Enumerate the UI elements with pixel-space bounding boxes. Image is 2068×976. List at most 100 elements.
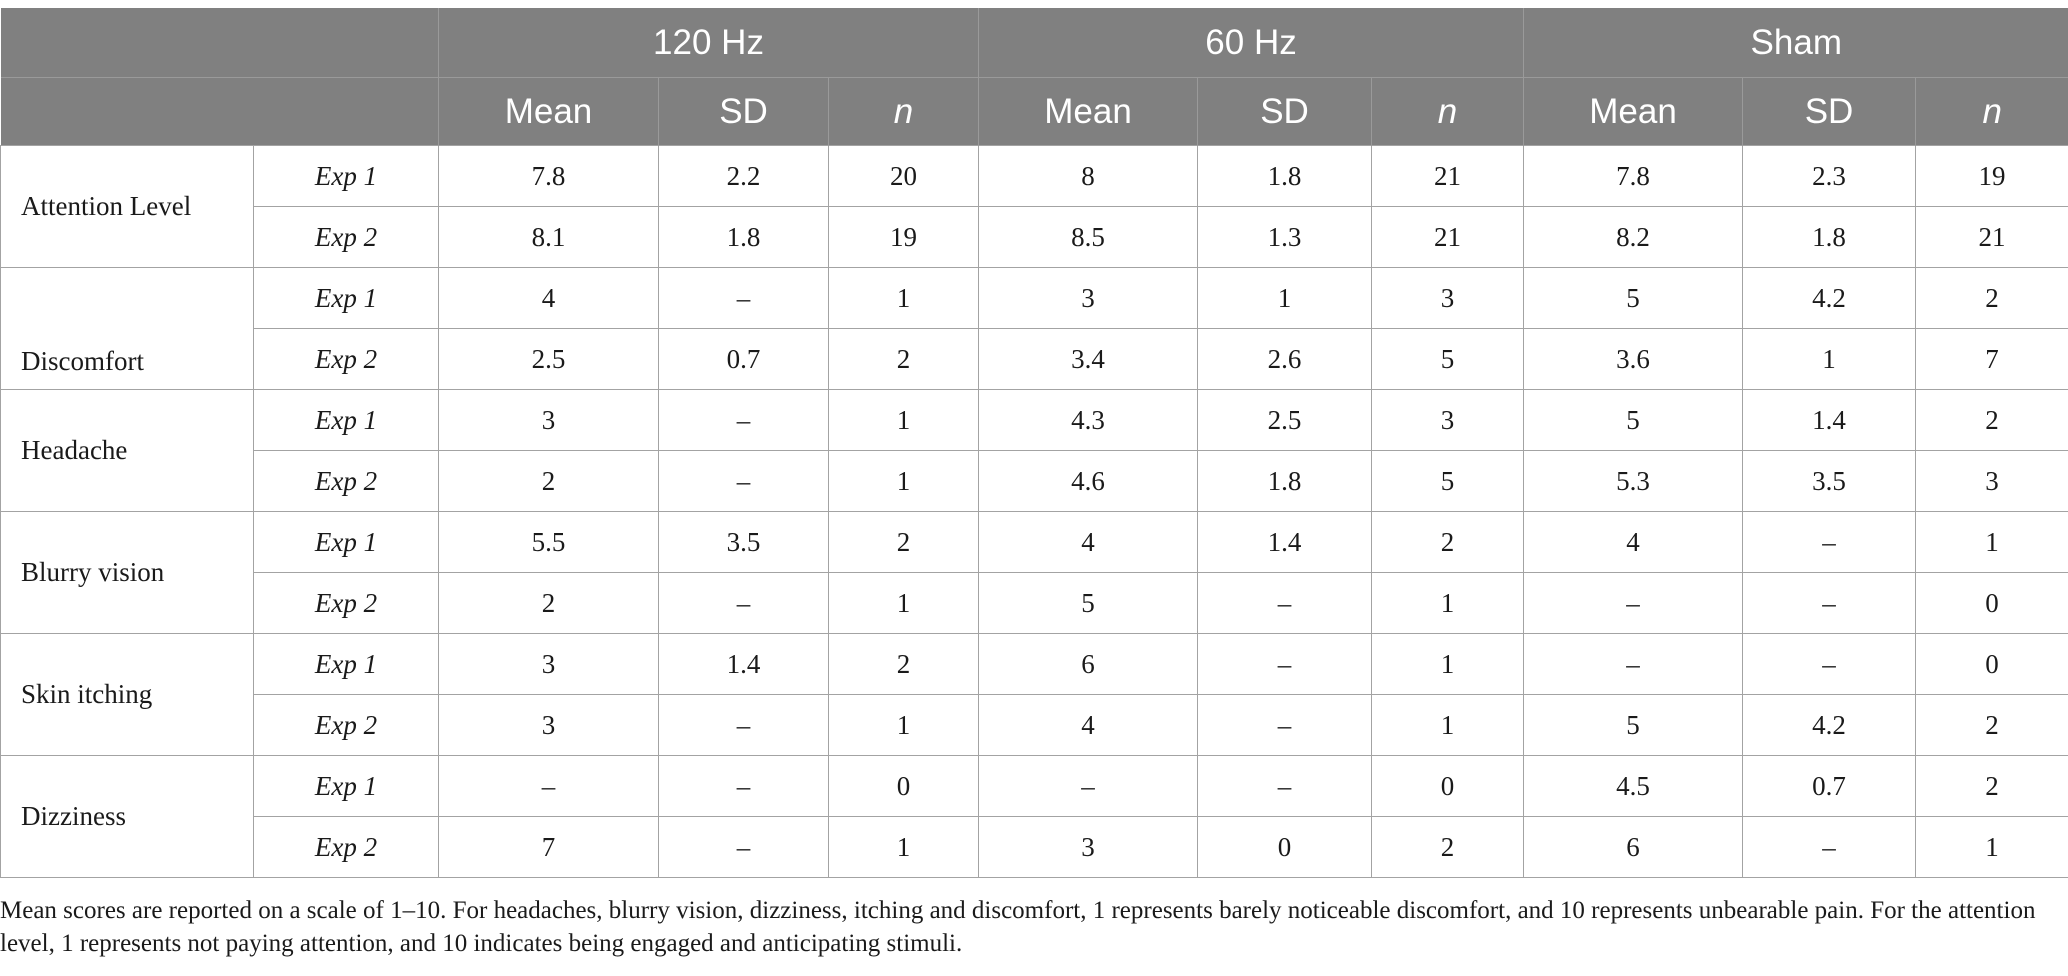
cell-sham-mean: – xyxy=(1523,633,1744,695)
cell-60hz-sd: – xyxy=(1197,755,1373,817)
col-header-mean: Mean xyxy=(438,77,659,146)
cell-sham-n: 1 xyxy=(1915,816,2068,878)
experiment-label: Exp 2 xyxy=(253,450,439,512)
table-row: Exp 2 3–1 4–1 5 4.2 2 xyxy=(1,694,2068,756)
cell-60hz-sd: 2.6 xyxy=(1197,328,1373,390)
cell-sham-mean: 4 xyxy=(1523,511,1744,573)
experiment-label: Exp 1 xyxy=(253,511,439,573)
cell-sham-mean: 5 xyxy=(1523,694,1744,756)
cell-120hz-sd: – xyxy=(658,267,829,329)
cell-sham-sd: 4.2 xyxy=(1742,267,1917,329)
cell-120hz-n: 1 xyxy=(827,816,980,878)
cell-120hz-sd: – xyxy=(658,450,829,512)
row-label: Skin itching xyxy=(0,633,254,756)
cell-60hz-n: 2 xyxy=(1371,816,1525,878)
cell-120hz-sd: 1.4 xyxy=(658,633,829,695)
cell-60hz-sd: – xyxy=(1197,694,1373,756)
cell-60hz-sd: 1.4 xyxy=(1197,511,1373,573)
cell-sham-mean: 5.3 xyxy=(1523,450,1744,512)
cell-60hz-n: 21 xyxy=(1371,206,1525,268)
table-row: Exp 2 2–1 4.6 1.8 5 5.3 3.5 3 xyxy=(1,450,2068,512)
table-row: Skin itching Exp 1 3 1.4 2 6–1– –0 xyxy=(0,633,2068,756)
table-row: Attention Level Exp 1 7.8 2.2 20 8 1.8 21 7.8 2.3… xyxy=(0,145,2068,268)
cell-120hz-n: 0 xyxy=(827,755,980,817)
cell-60hz-mean: – xyxy=(978,755,1199,817)
col-header-n: n xyxy=(1371,77,1524,146)
cell-120hz-n: 1 xyxy=(827,694,980,756)
cell-120hz-n: 2 xyxy=(827,633,980,695)
cell-sham-sd: 1.4 xyxy=(1742,389,1917,451)
cell-sham-n: 2 xyxy=(1915,267,2068,329)
cell-60hz-mean: 4 xyxy=(978,511,1199,573)
table-row: Blurry vision Exp 1 5.5 3.5 2 4 1.4 2 4–1 xyxy=(0,511,2068,634)
cell-sham-n: 2 xyxy=(1915,389,2068,451)
cell-60hz-sd: – xyxy=(1197,633,1373,695)
cell-60hz-mean: 8 xyxy=(978,145,1199,207)
cell-60hz-n: 3 xyxy=(1371,389,1525,451)
experiment-label: Exp 2 xyxy=(253,572,439,634)
col-header-sd: SD xyxy=(658,77,829,146)
cell-120hz-mean: – xyxy=(438,755,659,817)
cell-120hz-mean: 4 xyxy=(438,267,659,329)
table-row: Discomfort Exp 1 4–1 3 1 3 5 4.2 2 xyxy=(0,267,2068,390)
cell-sham-n: 0 xyxy=(1915,572,2068,634)
experiment-label: Exp 2 xyxy=(253,206,439,268)
cell-120hz-sd: 1.8 xyxy=(658,206,829,268)
col-header-sd: SD xyxy=(1197,77,1372,146)
cell-60hz-sd: – xyxy=(1197,572,1373,634)
cell-sham-mean: 5 xyxy=(1523,389,1744,451)
cell-sham-mean: 7.8 xyxy=(1523,145,1744,207)
cell-60hz-sd: 2.5 xyxy=(1197,389,1373,451)
cell-sham-sd: 1 xyxy=(1742,328,1917,390)
experiment-label: Exp 2 xyxy=(253,816,439,878)
table-row: Headache Exp 1 3–1 4.3 2.5 3 5 1.4 2 xyxy=(0,389,2068,512)
cell-120hz-mean: 3 xyxy=(438,694,659,756)
table-row: Exp 2 7–1 3 0 2 6–1 xyxy=(1,816,2068,878)
row-label: Discomfort xyxy=(0,267,254,390)
table-footnote: Mean scores are reported on a scale of 1… xyxy=(0,897,2036,957)
cell-120hz-mean: 5.5 xyxy=(438,511,659,573)
experiment-label: Exp 1 xyxy=(253,267,439,329)
cell-sham-sd: – xyxy=(1742,633,1917,695)
cell-sham-n: 1 xyxy=(1915,511,2068,573)
sub-header-row: Mean SD n Mean SD n Mean SD n xyxy=(0,77,2068,146)
cell-60hz-n: 5 xyxy=(1371,450,1525,512)
cell-120hz-n: 20 xyxy=(827,145,980,207)
cell-sham-n: 2 xyxy=(1915,755,2068,817)
cell-sham-sd: 1.8 xyxy=(1742,206,1917,268)
cell-120hz-sd: – xyxy=(658,755,829,817)
cell-sham-sd: – xyxy=(1742,816,1917,878)
cell-60hz-sd: 0 xyxy=(1197,816,1373,878)
cell-sham-n: 19 xyxy=(1915,145,2068,207)
cell-sham-sd: 3.5 xyxy=(1742,450,1917,512)
cell-60hz-sd: 1 xyxy=(1197,267,1373,329)
group-header-row: 120 Hz 60 Hz Sham xyxy=(0,8,2068,78)
cell-120hz-n: 2 xyxy=(827,328,980,390)
cell-60hz-n: 1 xyxy=(1371,572,1525,634)
cell-120hz-mean: 3 xyxy=(438,633,659,695)
table-row: Exp 2 2–1 5–1– –0 xyxy=(1,572,2068,634)
cell-120hz-mean: 3 xyxy=(438,389,659,451)
cell-60hz-mean: 3.4 xyxy=(978,328,1199,390)
cell-60hz-mean: 8.5 xyxy=(978,206,1199,268)
table-row: Exp 2 2.5 0.7 2 3.4 2.6 5 3.6 1 7 xyxy=(1,328,2068,390)
cell-60hz-n: 5 xyxy=(1371,328,1525,390)
experiment-label: Exp 1 xyxy=(253,755,439,817)
cell-60hz-mean: 6 xyxy=(978,633,1199,695)
col-header-n: n xyxy=(827,77,979,146)
cell-120hz-sd: – xyxy=(658,572,829,634)
cell-60hz-n: 1 xyxy=(1371,633,1525,695)
cell-sham-mean: 5 xyxy=(1523,267,1744,329)
cell-120hz-n: 1 xyxy=(827,389,980,451)
row-label: Attention Level xyxy=(0,145,254,268)
cell-120hz-mean: 2.5 xyxy=(438,328,659,390)
cell-120hz-sd: – xyxy=(658,694,829,756)
cell-120hz-sd: 0.7 xyxy=(658,328,829,390)
cell-sham-sd: – xyxy=(1742,511,1917,573)
header-blank xyxy=(0,8,439,78)
cell-sham-sd: 0.7 xyxy=(1742,755,1917,817)
cell-sham-mean: – xyxy=(1523,572,1744,634)
cell-60hz-mean: 5 xyxy=(978,572,1199,634)
cell-60hz-sd: 1.8 xyxy=(1197,145,1373,207)
cell-sham-n: 0 xyxy=(1915,633,2068,695)
